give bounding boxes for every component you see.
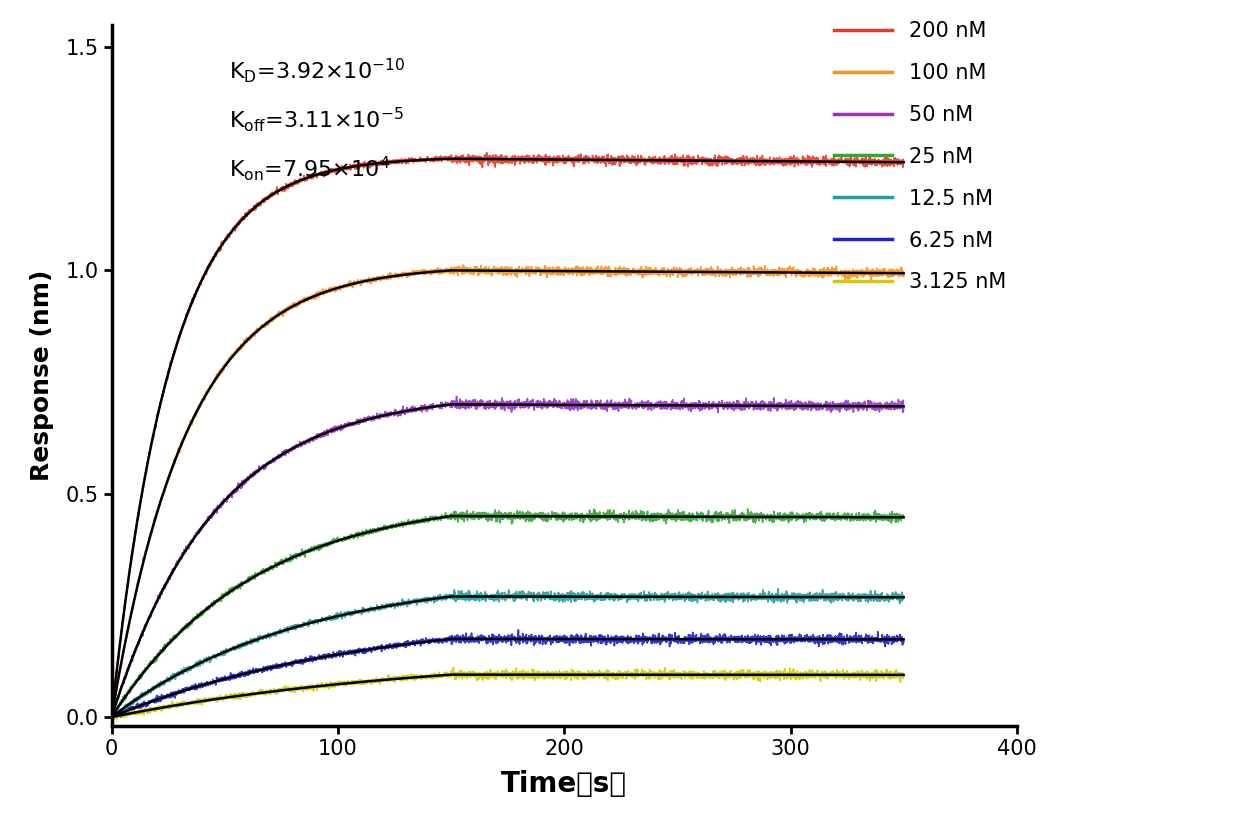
Text: K$_\mathregular{off}$=3.11×10$^{-5}$: K$_\mathregular{off}$=3.11×10$^{-5}$: [229, 106, 404, 134]
Text: K$_\mathregular{on}$=7.95×10$^{4}$: K$_\mathregular{on}$=7.95×10$^{4}$: [229, 154, 391, 183]
X-axis label: Time（s）: Time（s）: [501, 771, 627, 799]
Text: K$_\mathregular{D}$=3.92×10$^{-10}$: K$_\mathregular{D}$=3.92×10$^{-10}$: [229, 56, 405, 85]
Y-axis label: Response (nm): Response (nm): [30, 270, 55, 481]
Legend: 200 nM, 100 nM, 50 nM, 25 nM, 12.5 nM, 6.25 nM, 3.125 nM: 200 nM, 100 nM, 50 nM, 25 nM, 12.5 nM, 6…: [835, 21, 1007, 292]
